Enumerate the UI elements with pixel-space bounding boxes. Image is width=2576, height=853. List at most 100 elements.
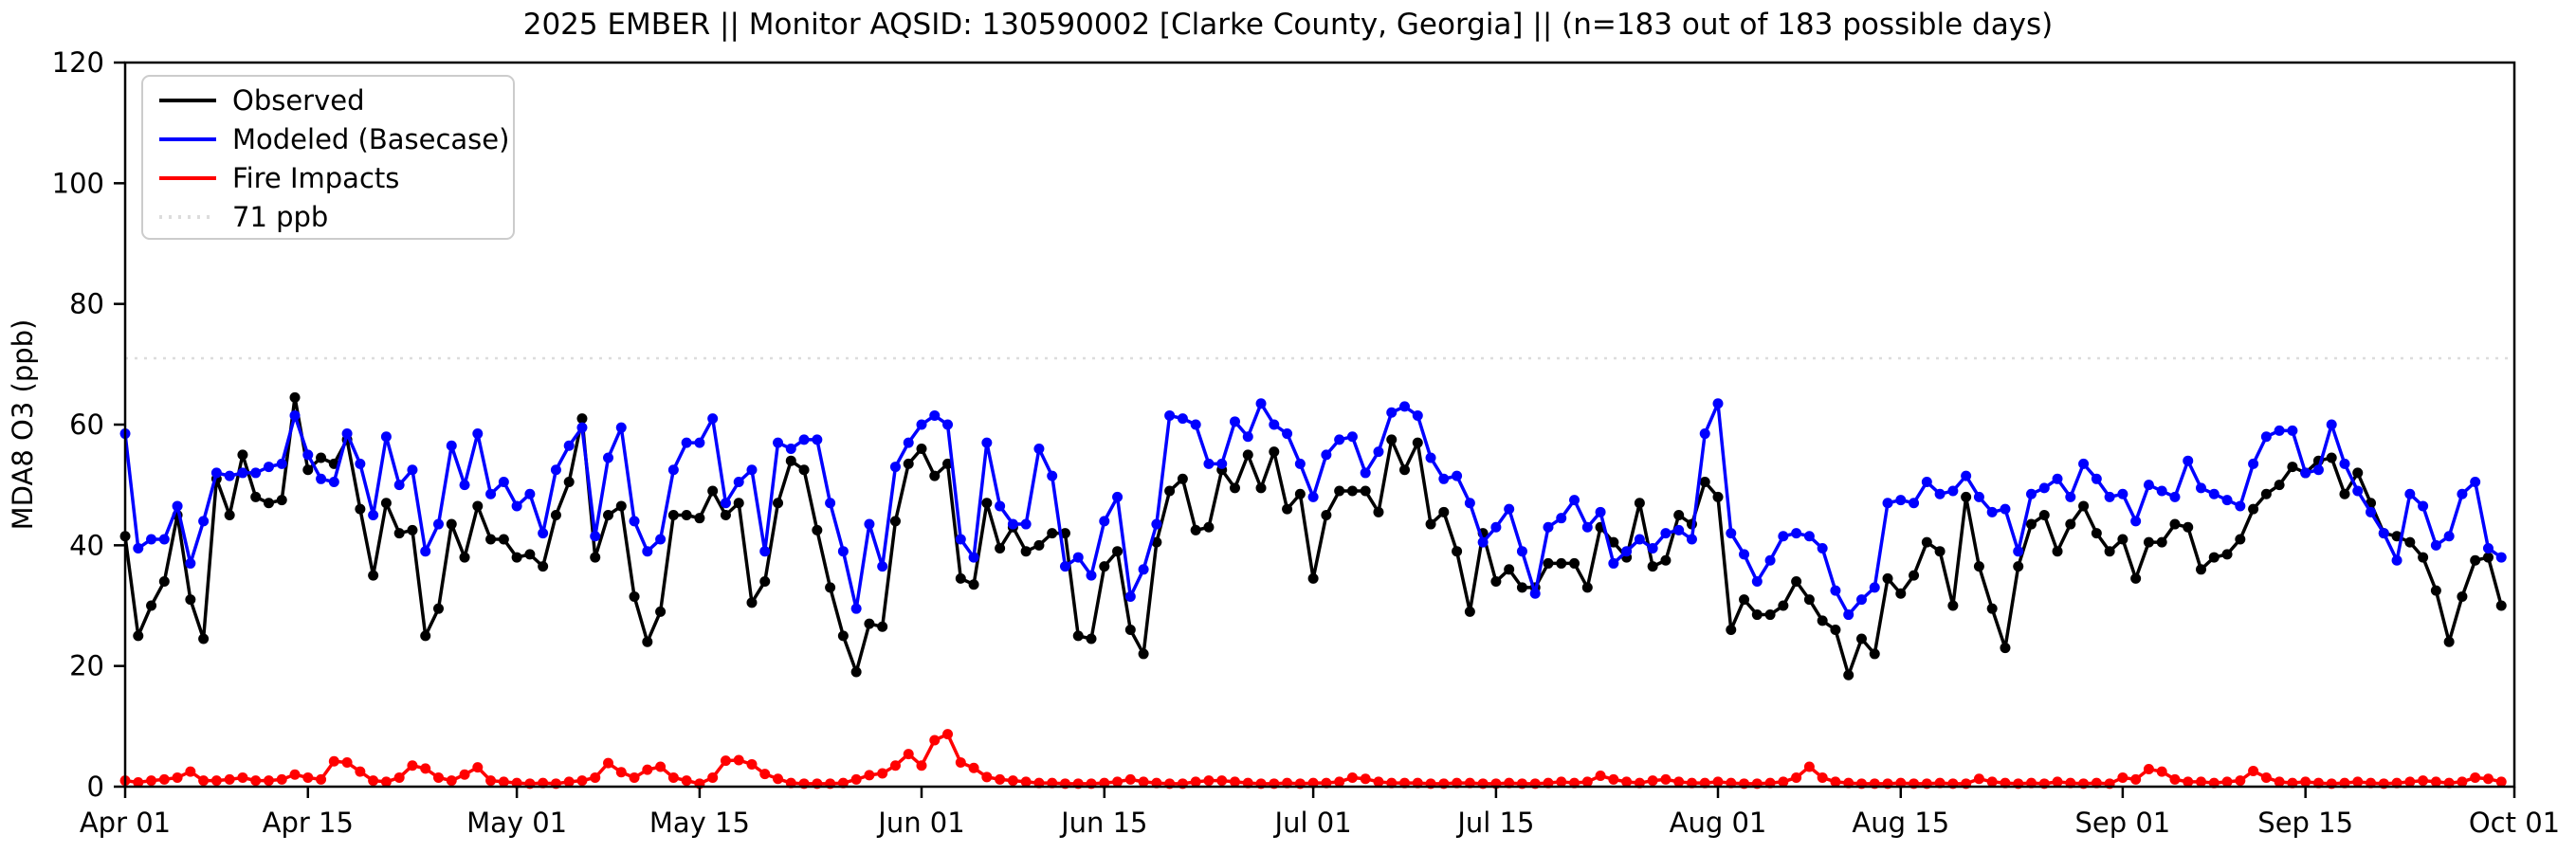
data-point (2287, 425, 2298, 436)
data-point (2248, 765, 2259, 776)
x-tick-label: Apr 15 (263, 807, 354, 839)
data-point (2052, 776, 2063, 788)
data-point (2326, 452, 2337, 463)
data-point (459, 552, 470, 563)
data-point (615, 422, 627, 433)
data-point (1124, 590, 1136, 602)
data-point (1660, 554, 1672, 566)
data-point (1307, 491, 1319, 502)
data-point (667, 510, 679, 520)
data-point (667, 464, 679, 476)
data-point (1764, 609, 1776, 621)
data-point (2065, 518, 2076, 530)
data-point (2312, 464, 2324, 476)
data-point (459, 480, 470, 491)
data-point (328, 755, 339, 767)
data-point (2130, 572, 2142, 584)
data-point (1360, 485, 1371, 497)
data-point (276, 773, 287, 785)
data-point (2418, 500, 2429, 512)
data-point (1255, 482, 1267, 494)
data-point (576, 422, 588, 433)
data-point (720, 510, 731, 520)
data-point (316, 773, 327, 785)
data-point (1321, 510, 1332, 520)
data-point (2366, 506, 2377, 517)
data-point (1973, 491, 1984, 502)
data-point (864, 618, 875, 629)
data-point (263, 462, 274, 473)
data-point (446, 440, 457, 451)
data-point (746, 758, 758, 770)
data-point (629, 590, 640, 602)
data-point (1751, 609, 1763, 621)
data-point (1412, 409, 1423, 421)
data-point (185, 766, 196, 777)
y-tick-label: 80 (69, 288, 104, 320)
data-point (785, 443, 796, 454)
data-point (2482, 552, 2494, 563)
data-point (942, 729, 954, 740)
data-point (133, 630, 144, 642)
data-point (603, 757, 614, 769)
data-point (746, 597, 758, 608)
data-point (2274, 480, 2285, 491)
data-point (1817, 615, 1828, 626)
data-point (877, 561, 888, 572)
data-point (2457, 488, 2468, 499)
data-point (1360, 467, 1371, 479)
data-point (146, 534, 157, 545)
data-point (1830, 624, 1841, 635)
data-point (929, 470, 941, 481)
data-point (825, 498, 836, 509)
data-point (1282, 428, 1293, 440)
data-point (1203, 521, 1215, 533)
data-point (446, 775, 457, 787)
data-point (1516, 582, 1527, 593)
data-point (1164, 409, 1176, 421)
data-point (681, 437, 692, 448)
data-point (2196, 564, 2207, 575)
data-point (720, 498, 731, 509)
data-point (1726, 624, 1737, 635)
data-point (2183, 776, 2194, 788)
data-point (2260, 431, 2272, 443)
data-point (2274, 425, 2285, 436)
data-point (1242, 449, 1253, 461)
data-point (850, 666, 862, 678)
data-point (393, 771, 405, 783)
data-point (1817, 771, 1828, 783)
data-point (355, 458, 366, 469)
series-line-fire (124, 732, 2502, 786)
data-point (1334, 776, 1345, 788)
data-point (1059, 561, 1070, 572)
data-point (903, 749, 914, 760)
data-point (1961, 491, 1972, 502)
data-point (773, 498, 784, 509)
data-point (380, 498, 392, 509)
data-point (1255, 398, 1267, 409)
data-point (1699, 476, 1710, 487)
data-point (642, 546, 653, 557)
data-point (1947, 600, 1959, 611)
data-point (1529, 588, 1541, 599)
data-point (2235, 500, 2246, 512)
data-point (615, 500, 627, 512)
data-point (2287, 462, 2298, 473)
data-point (2130, 516, 2142, 527)
data-point (2196, 482, 2207, 494)
data-point (1138, 776, 1149, 788)
data-point (877, 768, 888, 779)
data-point (642, 764, 653, 775)
data-point (1673, 510, 1685, 520)
data-point (1190, 419, 1201, 430)
data-point (420, 630, 431, 642)
data-point (1490, 576, 1502, 588)
data-point (368, 510, 379, 520)
data-point (1869, 648, 1880, 660)
data-point (289, 769, 301, 780)
data-point (825, 582, 836, 593)
data-point (498, 476, 509, 487)
data-point (590, 771, 601, 783)
data-point (172, 500, 183, 512)
